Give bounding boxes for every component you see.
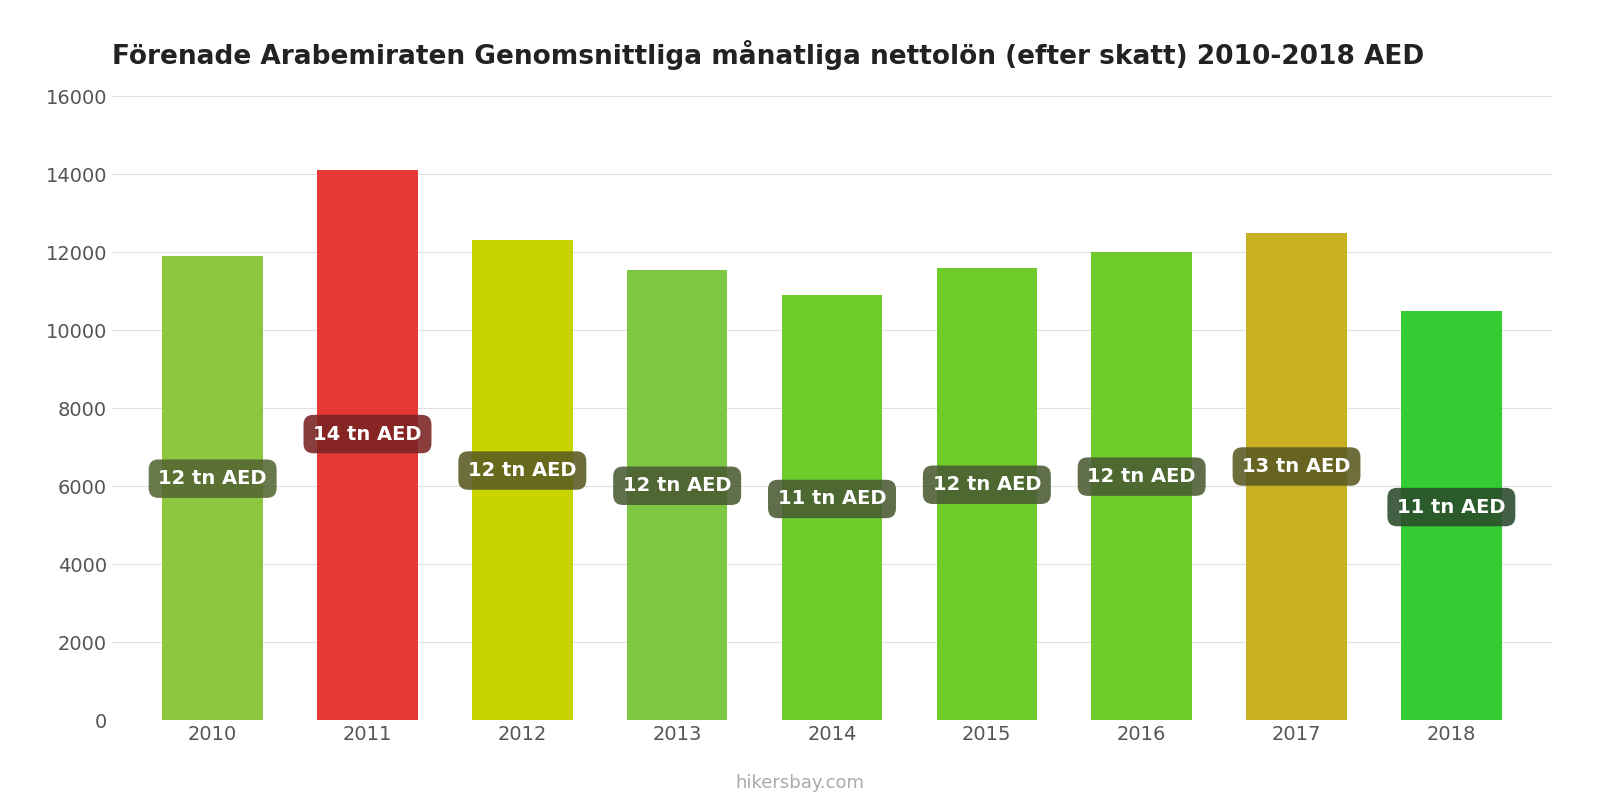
Bar: [1091, 252, 1192, 720]
Text: 12 tn AED: 12 tn AED: [469, 461, 576, 480]
Bar: [627, 270, 728, 720]
Text: 12 tn AED: 12 tn AED: [933, 475, 1042, 494]
Bar: [1402, 310, 1502, 720]
Bar: [936, 267, 1037, 720]
Text: Förenade Arabemiraten Genomsnittliga månatliga nettolön (efter skatt) 2010-2018 : Förenade Arabemiraten Genomsnittliga mån…: [112, 40, 1424, 70]
Bar: [1246, 233, 1347, 720]
Text: 13 tn AED: 13 tn AED: [1242, 457, 1350, 476]
Text: 11 tn AED: 11 tn AED: [778, 490, 886, 509]
Text: 11 tn AED: 11 tn AED: [1397, 498, 1506, 517]
Bar: [162, 256, 262, 720]
Bar: [472, 240, 573, 720]
Text: 12 tn AED: 12 tn AED: [158, 469, 267, 488]
Text: 14 tn AED: 14 tn AED: [314, 425, 422, 443]
Bar: [782, 295, 882, 720]
Bar: [317, 170, 418, 720]
Text: 12 tn AED: 12 tn AED: [1088, 467, 1195, 486]
Text: 12 tn AED: 12 tn AED: [622, 476, 731, 495]
Text: hikersbay.com: hikersbay.com: [736, 774, 864, 792]
